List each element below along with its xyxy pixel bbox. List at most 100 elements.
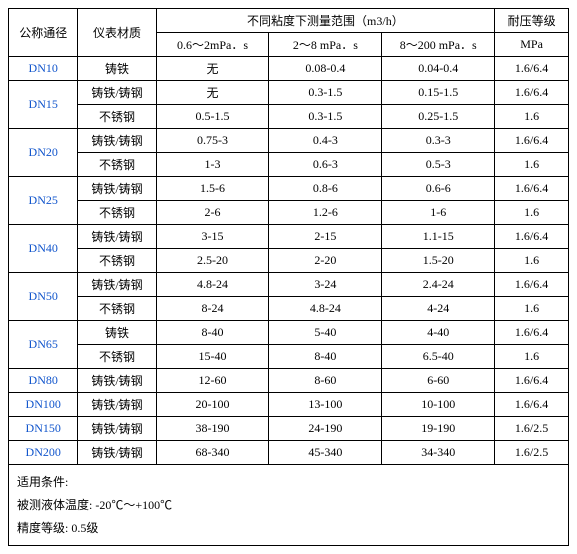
v2-cell: 13-100 <box>269 393 382 417</box>
v1-cell: 无 <box>156 81 269 105</box>
v1-cell: 无 <box>156 57 269 81</box>
table-row: DN25铸铁/铸钢1.5-60.8-60.6-61.6/6.4 <box>9 177 569 201</box>
v1-cell: 1-3 <box>156 153 269 177</box>
v3-cell: 10-100 <box>382 393 495 417</box>
table-row: DN15铸铁/铸钢无0.3-1.50.15-1.51.6/6.4 <box>9 81 569 105</box>
v2-cell: 0.3-1.5 <box>269 81 382 105</box>
v2-cell: 0.8-6 <box>269 177 382 201</box>
header-pressure-unit: MPa <box>495 33 569 57</box>
p-cell: 1.6 <box>495 249 569 273</box>
p-cell: 1.6 <box>495 201 569 225</box>
v1-cell: 2-6 <box>156 201 269 225</box>
material-cell: 铸铁/铸钢 <box>78 225 156 249</box>
v3-cell: 0.6-6 <box>382 177 495 201</box>
v1-cell: 0.5-1.5 <box>156 105 269 129</box>
notes-line-3: 精度等级: 0.5级 <box>17 517 560 540</box>
v2-cell: 8-40 <box>269 345 382 369</box>
v2-cell: 0.3-1.5 <box>269 105 382 129</box>
v1-cell: 20-100 <box>156 393 269 417</box>
notes-line-1: 适用条件: <box>17 471 560 494</box>
dn-cell: DN200 <box>9 441 78 465</box>
dn-cell: DN150 <box>9 417 78 441</box>
material-cell: 铸铁/铸钢 <box>78 393 156 417</box>
table-row: 不锈钢8-244.8-244-241.6 <box>9 297 569 321</box>
v1-cell: 3-15 <box>156 225 269 249</box>
material-cell: 铸铁/铸钢 <box>78 129 156 153</box>
p-cell: 1.6/6.4 <box>495 177 569 201</box>
v1-cell: 4.8-24 <box>156 273 269 297</box>
p-cell: 1.6/6.4 <box>495 321 569 345</box>
dn-cell: DN100 <box>9 393 78 417</box>
v1-cell: 8-24 <box>156 297 269 321</box>
material-cell: 不锈钢 <box>78 105 156 129</box>
v3-cell: 0.3-3 <box>382 129 495 153</box>
v2-cell: 24-190 <box>269 417 382 441</box>
v2-cell: 2-20 <box>269 249 382 273</box>
material-cell: 铸铁/铸钢 <box>78 417 156 441</box>
dn-cell: DN80 <box>9 369 78 393</box>
p-cell: 1.6/6.4 <box>495 57 569 81</box>
p-cell: 1.6/6.4 <box>495 81 569 105</box>
v2-cell: 3-24 <box>269 273 382 297</box>
v2-cell: 4.8-24 <box>269 297 382 321</box>
p-cell: 1.6/6.4 <box>495 129 569 153</box>
v2-cell: 1.2-6 <box>269 201 382 225</box>
dn-cell: DN65 <box>9 321 78 369</box>
v3-cell: 0.04-0.4 <box>382 57 495 81</box>
p-cell: 1.6 <box>495 153 569 177</box>
dn-cell: DN40 <box>9 225 78 273</box>
v3-cell: 4-24 <box>382 297 495 321</box>
p-cell: 1.6/6.4 <box>495 393 569 417</box>
table-row: 不锈钢15-408-406.5-401.6 <box>9 345 569 369</box>
v2-cell: 2-15 <box>269 225 382 249</box>
notes-block: 适用条件: 被测液体温度: -20℃～+100℃ 精度等级: 0.5级 <box>8 465 569 546</box>
table-row: DN100铸铁/铸钢20-10013-10010-1001.6/6.4 <box>9 393 569 417</box>
material-cell: 不锈钢 <box>78 297 156 321</box>
v3-cell: 4-40 <box>382 321 495 345</box>
v2-cell: 8-60 <box>269 369 382 393</box>
table-row: DN150铸铁/铸钢38-19024-19019-1901.6/2.5 <box>9 417 569 441</box>
v3-cell: 6-60 <box>382 369 495 393</box>
v2-cell: 0.4-3 <box>269 129 382 153</box>
material-cell: 铸铁/铸钢 <box>78 273 156 297</box>
table-row: 不锈钢1-30.6-30.5-31.6 <box>9 153 569 177</box>
dn-cell: DN10 <box>9 57 78 81</box>
material-cell: 不锈钢 <box>78 345 156 369</box>
v1-cell: 15-40 <box>156 345 269 369</box>
v2-cell: 0.6-3 <box>269 153 382 177</box>
v3-cell: 1.5-20 <box>382 249 495 273</box>
notes-line-2: 被测液体温度: -20℃～+100℃ <box>17 494 560 517</box>
table-header: 公称通径 仪表材质 不同粘度下测量范围（m3/h） 耐压等级 0.6～2mPa．… <box>9 9 569 57</box>
header-v3: 8～200 mPa．s <box>382 33 495 57</box>
v3-cell: 0.25-1.5 <box>382 105 495 129</box>
v1-cell: 0.75-3 <box>156 129 269 153</box>
v3-cell: 0.5-3 <box>382 153 495 177</box>
table-body: DN10铸铁无0.08-0.40.04-0.41.6/6.4DN15铸铁/铸钢无… <box>9 57 569 465</box>
v3-cell: 0.15-1.5 <box>382 81 495 105</box>
material-cell: 不锈钢 <box>78 249 156 273</box>
table-row: DN50铸铁/铸钢4.8-243-242.4-241.6/6.4 <box>9 273 569 297</box>
material-cell: 不锈钢 <box>78 201 156 225</box>
table-row: 不锈钢0.5-1.50.3-1.50.25-1.51.6 <box>9 105 569 129</box>
p-cell: 1.6/2.5 <box>495 441 569 465</box>
table-row: DN10铸铁无0.08-0.40.04-0.41.6/6.4 <box>9 57 569 81</box>
v1-cell: 68-340 <box>156 441 269 465</box>
p-cell: 1.6/6.4 <box>495 273 569 297</box>
dn-cell: DN25 <box>9 177 78 225</box>
header-pressure: 耐压等级 <box>495 9 569 33</box>
v1-cell: 12-60 <box>156 369 269 393</box>
table-row: DN40铸铁/铸钢3-152-151.1-151.6/6.4 <box>9 225 569 249</box>
v3-cell: 1.1-15 <box>382 225 495 249</box>
material-cell: 铸铁/铸钢 <box>78 369 156 393</box>
v3-cell: 19-190 <box>382 417 495 441</box>
v3-cell: 34-340 <box>382 441 495 465</box>
table-row: DN20铸铁/铸钢0.75-30.4-30.3-31.6/6.4 <box>9 129 569 153</box>
table-row: DN80铸铁/铸钢12-608-606-601.6/6.4 <box>9 369 569 393</box>
v2-cell: 0.08-0.4 <box>269 57 382 81</box>
header-v2: 2～8 mPa．s <box>269 33 382 57</box>
p-cell: 1.6/6.4 <box>495 225 569 249</box>
v3-cell: 1-6 <box>382 201 495 225</box>
v3-cell: 2.4-24 <box>382 273 495 297</box>
table-row: 不锈钢2.5-202-201.5-201.6 <box>9 249 569 273</box>
header-material: 仪表材质 <box>78 9 156 57</box>
